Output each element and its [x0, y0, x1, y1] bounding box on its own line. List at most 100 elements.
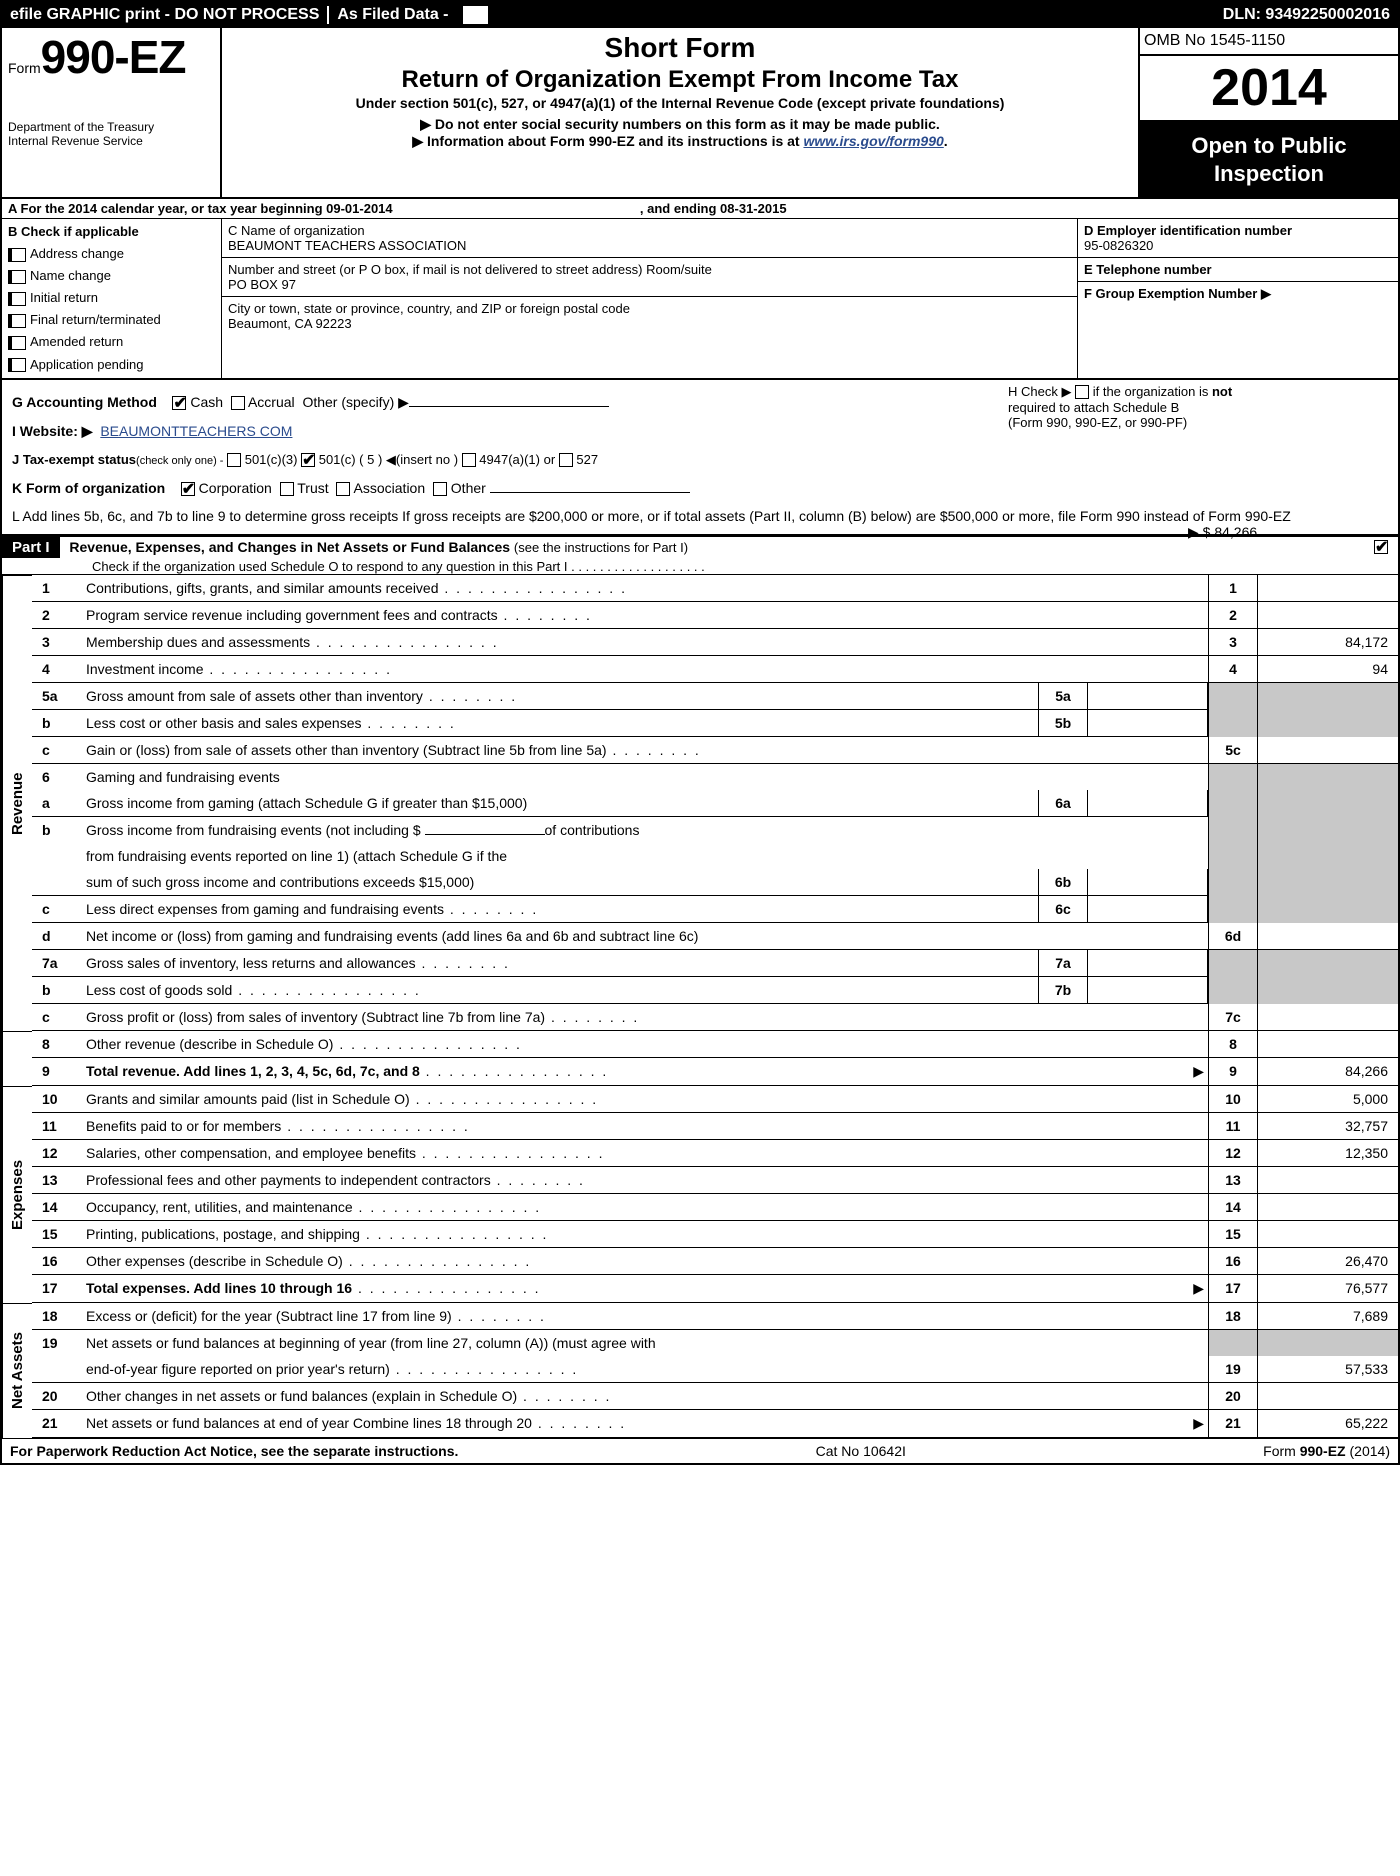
checkbox-icon[interactable]	[280, 482, 294, 496]
line4-val: 94	[1258, 656, 1398, 683]
line7a-sv	[1088, 950, 1208, 977]
checkbox-icon[interactable]	[8, 358, 26, 372]
d-label: D Employer identification number	[1084, 223, 1392, 238]
checkbox-501c-icon[interactable]	[301, 453, 315, 467]
inspection-line1: Open to Public	[1144, 132, 1394, 160]
dept-irs: Internal Revenue Service	[8, 134, 214, 148]
grey-cell	[1208, 869, 1258, 896]
checkbox-icon[interactable]	[433, 482, 447, 496]
line2-col: 2	[1208, 602, 1258, 629]
arrow-icon: ▶	[1193, 1415, 1204, 1432]
line8-desc: Other revenue (describe in Schedule O)	[82, 1031, 1208, 1058]
c-city-row: City or town, state or province, country…	[222, 297, 1077, 378]
line6-desc: Gaming and fundraising events	[82, 764, 1208, 790]
part1-label: Part I	[2, 537, 60, 558]
financial-table-rev2: 8 Other revenue (describe in Schedule O)…	[2, 1031, 1398, 1086]
grey-cell	[1208, 896, 1258, 923]
line11-desc: Benefits paid to or for members	[82, 1113, 1208, 1140]
grey-cell	[1258, 764, 1398, 790]
info-note-pre: ▶ Information about Form 990-EZ and its …	[412, 133, 803, 149]
revenue-side-label: Revenue	[2, 575, 32, 1031]
b-opt-pending: Application pending	[8, 354, 215, 376]
checkbox-icon[interactable]	[1075, 385, 1089, 399]
line14-desc: Occupancy, rent, utilities, and maintena…	[82, 1194, 1208, 1221]
line-blank	[32, 843, 82, 869]
line6a-sub: 6a	[1038, 790, 1088, 817]
checkbox-schedule-o-icon[interactable]	[1374, 540, 1388, 554]
line-num: 5a	[32, 683, 82, 710]
c-addr-row: Number and street (or P O box, if mail i…	[222, 258, 1077, 297]
j-501c: 501(c) ( 5 ) ◀(insert no )	[319, 452, 458, 467]
line-num: b	[32, 710, 82, 737]
grey-cell	[1208, 1330, 1258, 1356]
line-num: c	[32, 737, 82, 764]
checkbox-icon[interactable]	[462, 453, 476, 467]
header-left: Form990-EZ Department of the Treasury In…	[2, 28, 222, 197]
org-name: BEAUMONT TEACHERS ASSOCIATION	[228, 238, 1071, 253]
l-arrow: ▶	[1188, 524, 1199, 540]
line21-desc: Net assets or fund balances at end of ye…	[82, 1410, 1208, 1438]
form-subtitle: Under section 501(c), 527, or 4947(a)(1)…	[230, 94, 1130, 112]
page-footer: For Paperwork Reduction Act Notice, see …	[2, 1438, 1398, 1463]
website-link[interactable]: BEAUMONTTEACHERS COM	[100, 423, 292, 439]
topbar-left: efile GRAPHIC print - DO NOT PROCESS As …	[10, 6, 488, 24]
k-label: K Form of organization	[12, 480, 165, 496]
checkbox-icon[interactable]	[8, 314, 26, 328]
grey-cell	[1208, 790, 1258, 817]
line-num: 19	[32, 1330, 82, 1356]
l-text: L Add lines 5b, 6c, and 7b to line 9 to …	[12, 508, 1291, 524]
checkbox-icon[interactable]	[559, 453, 573, 467]
line-num: 16	[32, 1248, 82, 1275]
dln-label: DLN: 93492250002016	[1223, 6, 1390, 24]
line-a-text: A For the 2014 calendar year, or tax yea…	[8, 201, 393, 216]
line5c-desc: Gain or (loss) from sale of assets other…	[82, 737, 1208, 764]
checkbox-icon[interactable]	[336, 482, 350, 496]
line16-desc: Other expenses (describe in Schedule O)	[82, 1248, 1208, 1275]
line-num: b	[32, 977, 82, 1004]
i-label: I Website: ▶	[12, 423, 93, 439]
d-row: D Employer identification number 95-0826…	[1078, 219, 1398, 258]
org-address: PO BOX 97	[228, 277, 1071, 292]
checkbox-icon[interactable]	[8, 292, 26, 306]
line6a-sv	[1088, 790, 1208, 817]
checkbox-icon[interactable]	[8, 248, 26, 262]
footer-mid: Cat No 10642I	[816, 1443, 906, 1459]
line-a-row: A For the 2014 calendar year, or tax yea…	[2, 199, 1398, 219]
line2-desc: Program service revenue including govern…	[82, 602, 1208, 629]
line19-val: 57,533	[1258, 1356, 1398, 1383]
grey-cell	[1208, 683, 1258, 710]
line6d-col: 6d	[1208, 923, 1258, 950]
checkbox-corp-icon[interactable]	[181, 482, 195, 496]
part1-header: Part I Revenue, Expenses, and Changes in…	[2, 536, 1398, 575]
org-city: Beaumont, CA 92223	[228, 316, 1071, 331]
header-mid: Short Form Return of Organization Exempt…	[222, 28, 1138, 197]
irs-link[interactable]: www.irs.gov/form990	[803, 133, 943, 149]
line-blank	[32, 1356, 82, 1383]
g-cash: Cash	[190, 394, 223, 410]
k-corp: Corporation	[199, 480, 272, 496]
checkbox-icon[interactable]	[8, 336, 26, 350]
header-right: OMB No 1545-1150 2014 Open to Public Ins…	[1138, 28, 1398, 197]
top-bar: efile GRAPHIC print - DO NOT PROCESS As …	[2, 2, 1398, 28]
form-prefix: Form	[8, 60, 41, 76]
b-opt-amended: Amended return	[8, 331, 215, 353]
form-number: 990-EZ	[41, 31, 186, 83]
line17-col: 17	[1208, 1275, 1258, 1303]
line8-val	[1258, 1031, 1398, 1058]
line7b-sub: 7b	[1038, 977, 1088, 1004]
line13-desc: Professional fees and other payments to …	[82, 1167, 1208, 1194]
financial-table-exp: Expenses 10 Grants and similar amounts p…	[2, 1086, 1398, 1303]
grey-cell	[1258, 790, 1398, 817]
part1-check-text: Check if the organization used Schedule …	[2, 559, 705, 574]
checkbox-cash-icon[interactable]	[172, 396, 186, 410]
line7b-desc: Less cost of goods sold	[82, 977, 1038, 1004]
entity-box: B Check if applicable Address change Nam…	[2, 219, 1398, 380]
b-opt-final: Final return/terminated	[8, 309, 215, 331]
checkbox-accrual-icon[interactable]	[231, 396, 245, 410]
checkbox-icon[interactable]	[8, 270, 26, 284]
line1-col: 1	[1208, 575, 1258, 602]
c-name-label: C Name of organization	[228, 223, 1071, 238]
checkbox-icon[interactable]	[227, 453, 241, 467]
line-num: a	[32, 790, 82, 817]
form-header: Form990-EZ Department of the Treasury In…	[2, 28, 1398, 199]
